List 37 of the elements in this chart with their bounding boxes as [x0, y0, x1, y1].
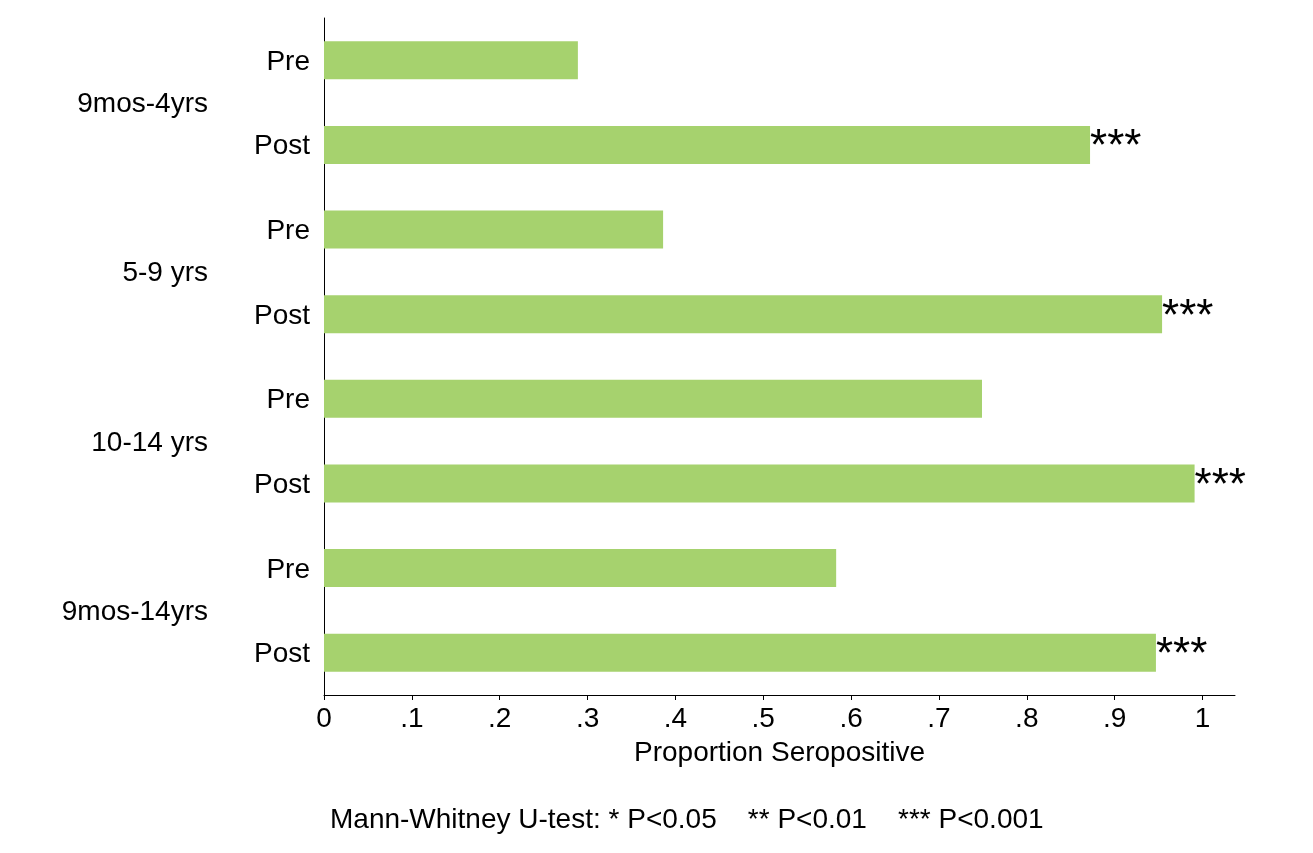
x-tick-label: .8 [1015, 701, 1039, 733]
data-label: *** [1155, 628, 1208, 678]
y-tick-label: Post [253, 467, 311, 499]
bar [324, 633, 1156, 672]
text: Mann-Whitney U-test: * P<0.05 ** P<0.01 *** P<0.001 [330, 802, 1044, 834]
x-tick-label: .3 [575, 701, 600, 733]
x-tick-label: 0 [316, 701, 332, 733]
y-tick-label: Pre [266, 214, 310, 246]
bar [324, 125, 1091, 164]
y-tick-label: Post [253, 129, 311, 161]
y-tick-label: Pre [266, 383, 310, 415]
bar [324, 210, 664, 249]
text: 5-9 yrs [122, 256, 208, 288]
x-tick-label: .5 [751, 701, 775, 733]
y-tick-label: Pre [266, 44, 310, 76]
bar [324, 379, 982, 418]
bar [324, 295, 1163, 334]
text: 9mos-4yrs [77, 87, 208, 119]
bar [324, 549, 837, 588]
bar [324, 41, 578, 80]
y-tick-label: Pre [266, 552, 310, 584]
x-axis-title: Proportion Seropositive [633, 735, 926, 767]
bar [324, 464, 1195, 503]
x-tick-label: .7 [927, 701, 951, 733]
data-label: *** [1194, 458, 1246, 508]
x-tick-label: 1 [1194, 701, 1211, 733]
x-tick-label: .4 [663, 701, 688, 733]
x-tick-label: .9 [1102, 701, 1127, 733]
y-tick-label: Post [253, 637, 311, 669]
x-tick-label: .6 [839, 701, 863, 733]
x-tick-label: .1 [400, 701, 424, 733]
x-tick-label: .2 [488, 701, 512, 733]
text: 9mos-14yrs [61, 594, 208, 626]
y-tick-label: Post [253, 298, 311, 330]
data-label: *** [1090, 120, 1142, 170]
data-label: *** [1162, 289, 1214, 339]
text: 10-14 yrs [91, 425, 208, 457]
